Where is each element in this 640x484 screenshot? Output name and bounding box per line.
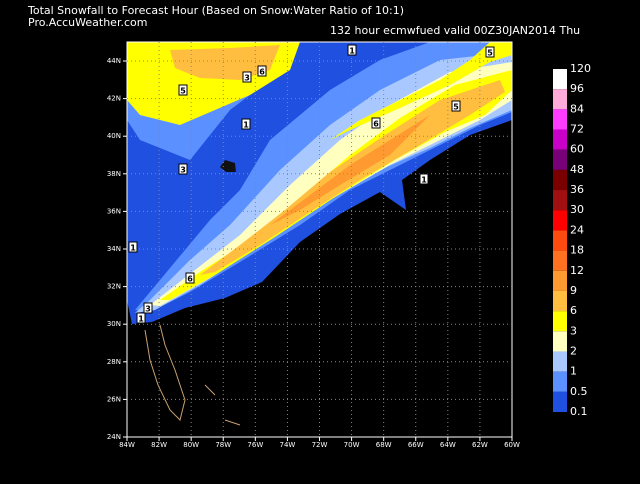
lon-label: 82W	[151, 441, 167, 449]
legend-label: 24	[570, 223, 584, 236]
legend-swatch	[553, 129, 567, 150]
contour-label-box	[257, 65, 267, 77]
legend-swatch	[553, 290, 567, 312]
coastline	[144, 324, 241, 426]
legend-label: 72	[570, 123, 584, 136]
lat-label: 28N	[107, 358, 121, 366]
lat-label: 32N	[107, 283, 121, 291]
contour-label: 1	[130, 244, 136, 253]
contour-label-box	[143, 302, 153, 314]
contour-label-box	[371, 117, 381, 129]
contour-label: 5	[487, 49, 493, 58]
source: Pro.AccuWeather.com	[28, 16, 147, 29]
lat-label: 30N	[107, 320, 121, 328]
contour-label: 5	[453, 103, 459, 112]
contour-label: 3	[244, 74, 250, 83]
lat-label: 24N	[107, 433, 121, 441]
legend-label: 9	[570, 284, 577, 297]
legend-label: 48	[570, 163, 584, 176]
snowfall-field	[127, 42, 512, 324]
lon-label: 76W	[247, 441, 263, 449]
legend-label: 2	[570, 344, 577, 357]
legend-swatch	[553, 270, 567, 291]
legend-label: 3	[570, 324, 577, 337]
lon-label: 64W	[440, 441, 456, 449]
contour-label-box	[485, 46, 495, 58]
contour-label-box	[185, 272, 195, 284]
legend-label: 0.5	[570, 385, 588, 398]
lon-label: 74W	[279, 441, 295, 449]
legend-label: 18	[570, 244, 584, 257]
lon-label: 80W	[183, 441, 199, 449]
legend-label: 30	[570, 203, 584, 216]
lat-label: 42N	[107, 95, 121, 103]
lon-label: 78W	[215, 441, 231, 449]
contour-label: 6	[373, 120, 379, 129]
legend-swatch	[553, 169, 567, 191]
legend-swatch	[553, 391, 567, 412]
legend-label: 120	[570, 62, 591, 75]
legend-swatch	[553, 311, 567, 332]
legend-swatch	[553, 230, 567, 251]
lon-label: 62W	[472, 441, 488, 449]
legend-swatch	[553, 190, 567, 211]
legend-swatch	[553, 250, 567, 271]
legend-label: 1	[570, 365, 577, 378]
lon-label: 84W	[119, 441, 135, 449]
contour-label-box	[128, 241, 138, 253]
legend-swatch	[553, 210, 567, 231]
contour-label: 3	[145, 305, 151, 314]
lat-label: 40N	[107, 132, 121, 140]
legend-swatch	[553, 69, 567, 90]
legend-swatch	[553, 371, 567, 392]
legend-label: 12	[570, 264, 584, 277]
legend-swatch	[553, 149, 567, 170]
legend-label: 84	[570, 102, 584, 115]
contour-label-box	[242, 71, 252, 83]
lon-label: 72W	[312, 441, 328, 449]
contour-label: 1	[243, 121, 249, 130]
legend-label: 96	[570, 82, 584, 95]
contour-label: 3	[180, 166, 186, 175]
contour-label-box	[136, 312, 146, 324]
lon-label: 70W	[344, 441, 360, 449]
contour-label: 1	[138, 315, 144, 324]
legend-label: 6	[570, 304, 577, 317]
lon-label: 68W	[376, 441, 392, 449]
contour-label-box	[451, 100, 461, 112]
legend-label: 60	[570, 143, 584, 156]
lat-label: 38N	[107, 170, 121, 178]
legend-swatch	[553, 331, 567, 352]
contour-label: 1	[421, 176, 427, 185]
lat-label: 26N	[107, 395, 121, 403]
lat-label: 44N	[107, 57, 121, 65]
lon-label: 66W	[408, 441, 424, 449]
contour-label-box	[419, 173, 429, 185]
legend-label: 0.1	[570, 405, 588, 418]
lat-label: 36N	[107, 207, 121, 215]
contour-label: 6	[187, 275, 193, 284]
legend-label: 36	[570, 183, 584, 196]
contour-label: 1	[349, 47, 355, 56]
lon-label: 60W	[504, 441, 520, 449]
legend-swatch	[553, 351, 567, 372]
title: Total Snowfall to Forecast Hour (Based o…	[27, 4, 404, 17]
lat-label: 34N	[107, 245, 121, 253]
contour-label-box	[347, 44, 357, 56]
contour-label: 5	[180, 87, 186, 96]
contour-label-box	[178, 163, 188, 175]
valid-time: 132 hour ecmwfued valid 00Z30JAN2014 Thu	[330, 24, 580, 37]
contour-label: 6	[259, 68, 265, 77]
contour-label-box	[241, 118, 251, 130]
contour-label-box	[178, 84, 188, 96]
legend-swatch	[553, 109, 567, 130]
legend-swatch	[553, 89, 567, 110]
